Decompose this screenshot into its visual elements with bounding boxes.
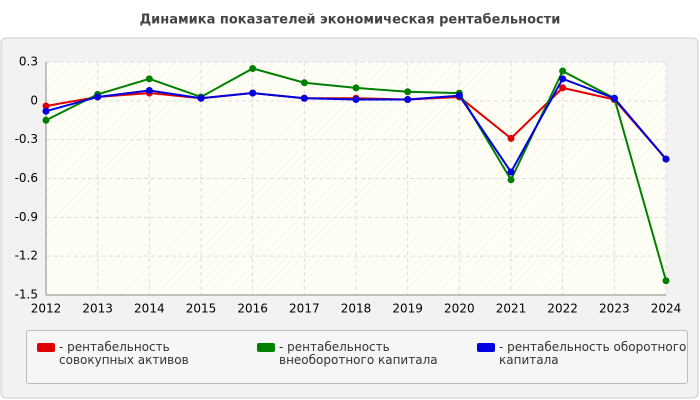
x-tick-label: 2018 [341, 302, 372, 316]
point [455, 92, 463, 100]
x-tick-label: 2013 [82, 302, 113, 316]
point [145, 75, 153, 83]
legend-swatch [257, 343, 275, 352]
legend-item: - рентабельность совокупных активов [27, 331, 247, 383]
legend-swatch [37, 343, 55, 352]
point [42, 116, 50, 124]
chart-title: Динамика показателей экономическая рента… [140, 13, 561, 28]
point [559, 75, 567, 83]
point [404, 96, 412, 104]
y-tick-label: 0.3 [19, 55, 38, 69]
legend-label: - рентабельность совокупных активов [59, 340, 189, 367]
x-tick-label: 2017 [289, 302, 320, 316]
x-tick-label: 2016 [237, 302, 268, 316]
point [352, 84, 360, 92]
point [42, 107, 50, 115]
point [662, 155, 670, 163]
legend: - рентабельность совокупных активов - рен… [26, 330, 688, 384]
point [507, 134, 515, 142]
point [662, 277, 670, 285]
x-tick-label: 2014 [134, 302, 165, 316]
y-tick-label: -0.6 [15, 171, 38, 185]
point [300, 94, 308, 102]
point [300, 79, 308, 87]
y-tick-label: 0 [30, 93, 38, 107]
point [249, 89, 257, 97]
point [559, 84, 567, 92]
point [145, 86, 153, 94]
point [507, 168, 515, 176]
y-tick-label: -0.9 [15, 210, 38, 224]
x-tick-label: 2015 [186, 302, 217, 316]
y-tick-label: -1.2 [15, 249, 38, 263]
x-tick-label: 2023 [599, 302, 630, 316]
point [94, 93, 102, 101]
legend-item: - рентабельность оборотного капитала [467, 331, 687, 383]
x-tick-label: 2012 [31, 302, 62, 316]
point [404, 88, 412, 96]
legend-item: - рентабельность внеоборотного капитала [247, 331, 467, 383]
point [197, 94, 205, 102]
x-tick-label: 2019 [392, 302, 423, 316]
point [610, 94, 618, 102]
legend-label: - рентабельность внеоборотного капитала [279, 340, 438, 367]
legend-swatch [477, 343, 495, 352]
point [249, 64, 257, 72]
x-tick-label: 2021 [496, 302, 527, 316]
point [559, 67, 567, 75]
x-tick-label: 2024 [651, 302, 682, 316]
point [42, 102, 50, 110]
legend-label: - рентабельность оборотного капитала [499, 340, 687, 367]
x-tick-label: 2022 [547, 302, 578, 316]
point [507, 176, 515, 184]
y-tick-label: -0.3 [15, 132, 38, 146]
x-tick-label: 2020 [444, 302, 475, 316]
y-tick-label: -1.5 [15, 288, 38, 302]
point [352, 96, 360, 104]
